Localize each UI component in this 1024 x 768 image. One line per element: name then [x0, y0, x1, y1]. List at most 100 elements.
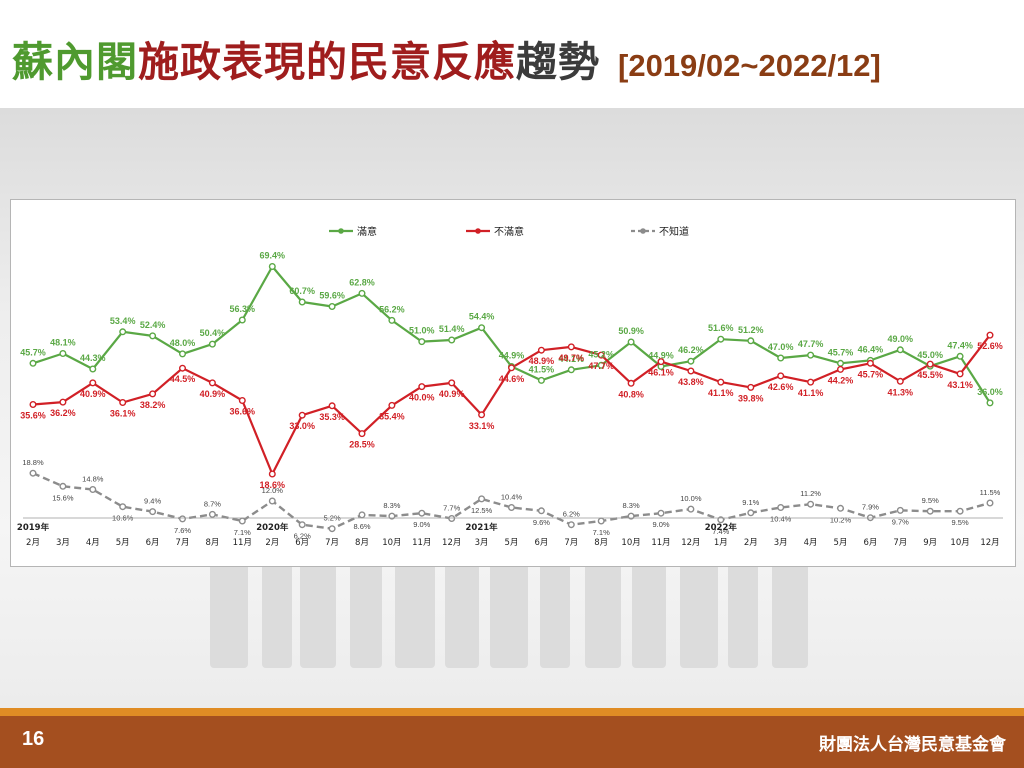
data-label-satisfied: 50.9%: [618, 326, 644, 336]
data-point-dissatisfied: [89, 379, 97, 387]
data-point-dissatisfied: [986, 331, 994, 339]
data-point-dissatisfied: [687, 367, 695, 375]
x-tick-label: 4月: [86, 538, 100, 548]
data-point-unknown: [448, 515, 456, 523]
data-label-unknown: 15.6%: [52, 493, 74, 502]
data-label-dissatisfied: 40.9%: [200, 389, 226, 399]
data-label-dissatisfied: 44.5%: [170, 374, 196, 384]
data-label-unknown: 9.0%: [413, 520, 430, 529]
x-tick-label: 6月: [146, 538, 160, 548]
data-label-unknown: 8.3%: [623, 501, 640, 510]
data-label-unknown: 7.7%: [443, 504, 460, 513]
data-label-satisfied: 59.6%: [319, 291, 345, 301]
data-label-unknown: 9.5%: [952, 518, 969, 527]
data-point-unknown: [358, 511, 366, 519]
x-tick-label: 7月: [176, 538, 190, 548]
data-label-unknown: 7.1%: [593, 528, 610, 537]
data-label-unknown: 18.8%: [22, 458, 44, 467]
data-point-satisfied: [747, 337, 755, 345]
data-point-unknown: [59, 482, 67, 490]
x-tick-label: 10月: [950, 538, 969, 548]
data-point-unknown: [537, 507, 545, 515]
x-tick-label: 9月: [923, 538, 937, 548]
data-point-satisfied: [896, 346, 904, 354]
x-tick-label: 12月: [980, 538, 999, 548]
footer-bar: 16 財團法人台灣民意基金會: [0, 716, 1024, 768]
series-line-unknown: [32, 472, 991, 530]
data-label-satisfied: 45.0%: [917, 350, 943, 360]
data-label-satisfied: 69.4%: [260, 251, 286, 261]
data-label-satisfied: 44.9%: [648, 351, 674, 361]
data-point-unknown: [986, 499, 994, 507]
data-label-unknown: 8.7%: [204, 499, 221, 508]
data-label-dissatisfied: 38.2%: [140, 400, 166, 410]
series-lines: [32, 265, 991, 530]
data-point-satisfied: [717, 335, 725, 343]
data-point-dissatisfied: [29, 400, 37, 408]
data-point-unknown: [119, 503, 127, 511]
data-label-unknown: 7.9%: [862, 503, 879, 512]
data-point-satisfied: [687, 357, 695, 365]
data-label-satisfied: 36.0%: [977, 387, 1003, 397]
data-label-unknown: 10.4%: [770, 515, 792, 524]
data-label-dissatisfied: 40.0%: [409, 393, 435, 403]
title-part-performance: 施政表現的民意反應: [138, 38, 516, 86]
data-label-dissatisfied: 39.8%: [738, 393, 764, 403]
data-label-unknown: 9.5%: [922, 496, 939, 505]
data-label-dissatisfied: 41.1%: [708, 388, 734, 398]
data-label-unknown: 6.2%: [294, 532, 311, 541]
data-point-satisfied: [837, 359, 845, 367]
data-label-dissatisfied: 36.6%: [230, 407, 256, 417]
data-label-satisfied: 44.9%: [499, 351, 525, 361]
data-label-dissatisfied: 46.1%: [648, 368, 674, 378]
data-label-satisfied: 51.2%: [738, 325, 764, 335]
data-label-dissatisfied: 28.5%: [349, 440, 375, 450]
data-label-satisfied: 51.6%: [708, 323, 734, 333]
data-label-dissatisfied: 45.5%: [917, 370, 943, 380]
data-label-satisfied: 47.4%: [947, 340, 973, 350]
data-label-unknown: 11.5%: [980, 488, 1001, 497]
year-label: 2020年: [256, 522, 289, 533]
x-tick-label: 11月: [651, 538, 670, 548]
data-point-unknown: [268, 497, 276, 505]
data-labels: 45.7% 48.1% 44.3% 53.4% 52.4% 48.0% 50.4% 56.3%…: [20, 251, 1003, 541]
data-point-dissatisfied: [388, 401, 396, 409]
x-tick-label: 4月: [804, 538, 818, 548]
x-tick-label: 2月: [744, 538, 758, 548]
data-point-unknown: [567, 521, 575, 529]
data-point-dissatisfied: [149, 390, 157, 398]
data-label-dissatisfied: 40.9%: [439, 389, 465, 399]
data-point-unknown: [837, 504, 845, 512]
data-label-unknown: 12.5%: [471, 506, 493, 515]
x-tick-label: 6月: [534, 538, 548, 548]
x-tick-label: 11月: [233, 538, 252, 548]
page-number: 16: [22, 728, 45, 750]
organization-name: 財團法人台灣民意基金會: [819, 735, 1006, 755]
data-label-satisfied: 44.3%: [80, 353, 106, 363]
data-point-unknown: [777, 504, 785, 512]
data-point-unknown: [89, 486, 97, 494]
data-point-satisfied: [59, 349, 67, 357]
data-point-dissatisfied: [478, 411, 486, 419]
data-label-unknown: 9.1%: [742, 498, 759, 507]
data-point-unknown: [418, 509, 426, 517]
footer-accent-stripe: [0, 708, 1024, 716]
data-point-dissatisfied: [777, 372, 785, 380]
data-label-dissatisfied: 35.3%: [319, 412, 345, 422]
data-point-unknown: [388, 512, 396, 520]
series-points: [29, 263, 994, 533]
year-label: 2019年: [17, 522, 50, 533]
data-point-dissatisfied: [956, 370, 964, 378]
data-label-unknown: 10.0%: [680, 494, 702, 503]
trend-line-chart: 滿意 不滿意 不知道 45.7% 48.1% 44.3% 53.4% 52.4% 48.0% 5…: [17, 225, 1003, 548]
data-point-unknown: [597, 517, 605, 525]
data-label-unknown: 10.2%: [830, 515, 852, 524]
data-label-dissatisfied: 44.2%: [828, 375, 854, 385]
data-point-unknown: [298, 521, 306, 529]
data-label-unknown: 11.2%: [800, 489, 821, 498]
data-label-dissatisfied: 48.9%: [529, 356, 555, 366]
x-tick-label: 7月: [893, 538, 907, 548]
data-label-satisfied: 49.0%: [888, 334, 914, 344]
data-point-unknown: [657, 509, 665, 517]
data-point-satisfied: [777, 354, 785, 362]
